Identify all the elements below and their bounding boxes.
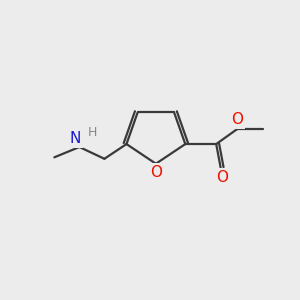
Text: N: N	[70, 130, 81, 146]
Text: O: O	[150, 165, 162, 180]
Text: O: O	[216, 170, 228, 185]
Text: O: O	[231, 112, 243, 127]
Text: H: H	[88, 126, 97, 139]
